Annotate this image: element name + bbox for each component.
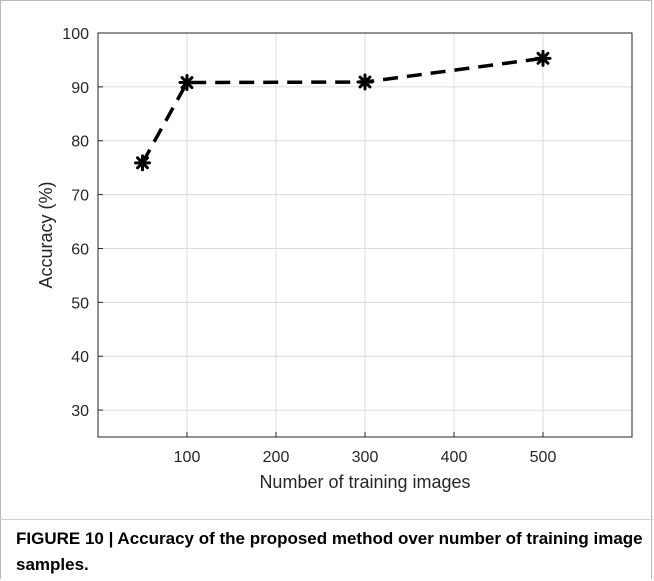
series-layer — [134, 49, 552, 172]
y-tick-label: 30 — [71, 403, 89, 420]
x-tick-label: 500 — [530, 449, 557, 466]
y-tick-label: 80 — [71, 134, 89, 151]
x-axis-label: Number of training images — [259, 472, 470, 492]
figure-caption: FIGURE 10 | Accuracy of the proposed met… — [16, 529, 643, 574]
y-tick-label: 40 — [71, 349, 89, 366]
y-tick-label: 70 — [71, 188, 89, 205]
caption-divider — [0, 519, 654, 520]
data-point-marker — [178, 74, 196, 92]
grid-lines — [98, 32, 632, 437]
accuracy-chart: 100 200 300 400 500 30 40 50 60 70 80 90 100 Number … — [36, 26, 633, 492]
x-tick-label: 300 — [352, 449, 379, 466]
x-tick-label: 400 — [441, 449, 468, 466]
y-tick-label: 60 — [71, 241, 89, 258]
data-point-marker — [534, 49, 552, 67]
data-point-marker — [134, 154, 151, 172]
y-tick-label: 50 — [71, 295, 89, 312]
axis-ticks: 100 200 300 400 500 30 40 50 60 70 80 90 100 — [62, 26, 556, 466]
y-tick-label: 90 — [71, 80, 89, 97]
x-tick-label: 200 — [263, 449, 290, 466]
x-tick-label: 100 — [174, 449, 201, 466]
data-point-marker — [356, 73, 374, 91]
series-line — [140, 56, 544, 164]
y-tick-label: 100 — [62, 26, 89, 43]
y-axis-label: Accuracy (%) — [36, 181, 56, 288]
